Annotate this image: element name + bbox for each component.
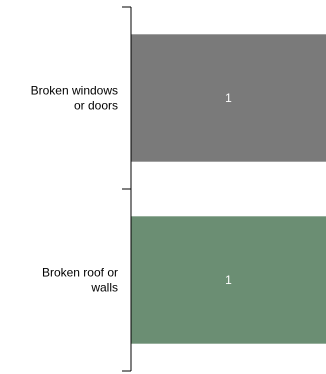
plot-area: 11: [131, 34, 326, 344]
category-label-line: Broken windows: [31, 84, 118, 98]
category-label: Broken roof or walls: [42, 266, 118, 295]
category-label-line: or doors: [74, 99, 118, 113]
category-label-line: Broken roof or: [42, 266, 118, 280]
bar: [131, 34, 326, 162]
bar-value-label: 1: [225, 91, 232, 105]
bar: [131, 216, 326, 344]
bar-value-label: 1: [225, 273, 232, 287]
category-label-line: walls: [90, 281, 118, 295]
category-label: Broken windows or doors: [31, 84, 118, 113]
category-axis: Broken windows or doors Broken roof or wall…: [31, 6, 132, 372]
